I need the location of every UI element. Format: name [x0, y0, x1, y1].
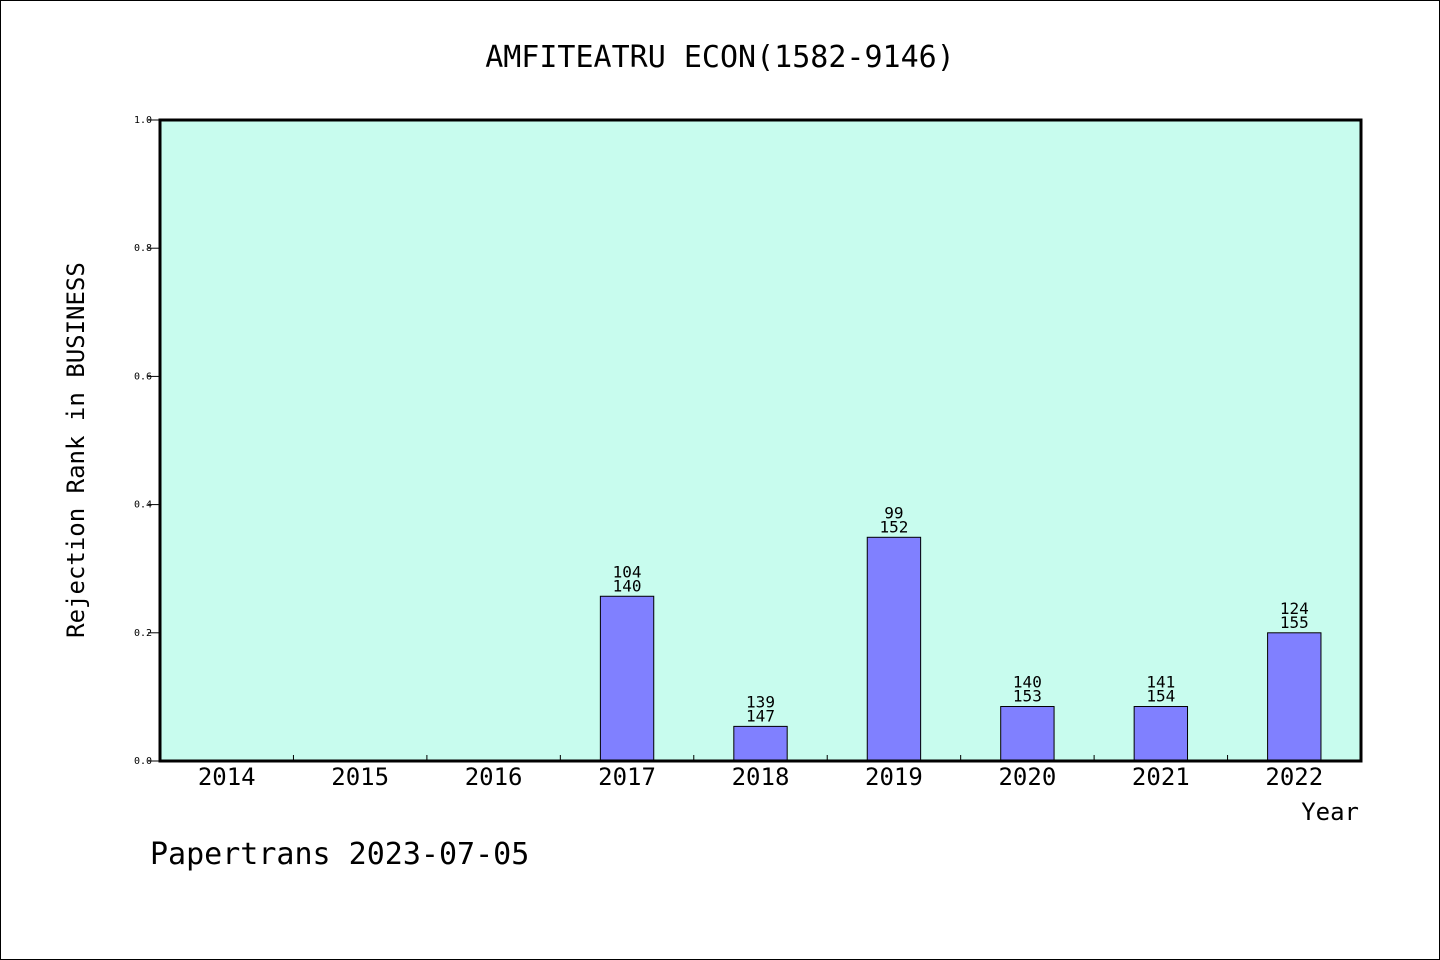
- y-tick-label-0.2: 0.2: [134, 628, 152, 639]
- x-tick-label-2020: 2020: [998, 763, 1056, 791]
- bar-2021: [1133, 706, 1189, 762]
- bar-label-2021-2: 154: [1146, 687, 1175, 706]
- bar-2020: [1000, 706, 1055, 762]
- bar-2017: [599, 595, 655, 762]
- x-axis-label: Year: [1301, 798, 1359, 826]
- plot-area: [160, 120, 1361, 761]
- y-tick-label-1.0: 1.0: [134, 115, 152, 126]
- bar-label-2018-1: 139: [746, 692, 775, 711]
- bar-label-2020-1: 140: [1013, 673, 1042, 692]
- x-tick-label-2016: 2016: [465, 763, 523, 791]
- bar-label-2019-1: 99: [884, 503, 903, 522]
- x-tick-label-2022: 2022: [1265, 763, 1323, 791]
- bar-label-2021-1: 141: [1146, 673, 1175, 692]
- plot-border: [158, 118, 1363, 763]
- footer-credit: Papertrans 2023-07-05: [150, 837, 529, 872]
- bars-group: [599, 536, 1322, 762]
- chart-title: AMFITEATRU ECON(1582-9146): [485, 40, 955, 75]
- bar-label-2022-1: 124: [1280, 599, 1309, 618]
- y-tick-label-0.6: 0.6: [134, 371, 152, 382]
- y-tick-label-0.0: 0.0: [134, 756, 152, 767]
- x-tick-label-2021: 2021: [1132, 763, 1190, 791]
- y-tick-label-0.4: 0.4: [134, 500, 152, 511]
- bar-label-2017-1: 104: [613, 562, 642, 581]
- bar-2019: [866, 536, 922, 762]
- x-axis-ticks: 2014 2015 2016 2017 2018 2019 2020 2021 2022: [198, 755, 1323, 791]
- bar-2022: [1267, 632, 1322, 762]
- bar-label-2022-2: 155: [1280, 613, 1309, 632]
- bar-label-2019-2: 152: [879, 517, 908, 536]
- y-tick-label-0.8: 0.8: [134, 243, 152, 254]
- y-axis-ticks: 0.0 0.2 0.4 0.6 0.8 1.0: [134, 115, 160, 767]
- x-tick-label-2018: 2018: [732, 763, 790, 791]
- bar-2018: [733, 725, 788, 762]
- bar-label-2018-2: 147: [746, 706, 775, 725]
- x-tick-label-2017: 2017: [598, 763, 656, 791]
- bar-label-2017-2: 140: [613, 576, 642, 595]
- x-tick-label-2014: 2014: [198, 763, 256, 791]
- x-tick-label-2015: 2015: [331, 763, 389, 791]
- y-axis-label: Rejection Rank in BUSINESS: [62, 262, 90, 638]
- bar-label-2020-2: 153: [1013, 687, 1042, 706]
- x-tick-label-2019: 2019: [865, 763, 923, 791]
